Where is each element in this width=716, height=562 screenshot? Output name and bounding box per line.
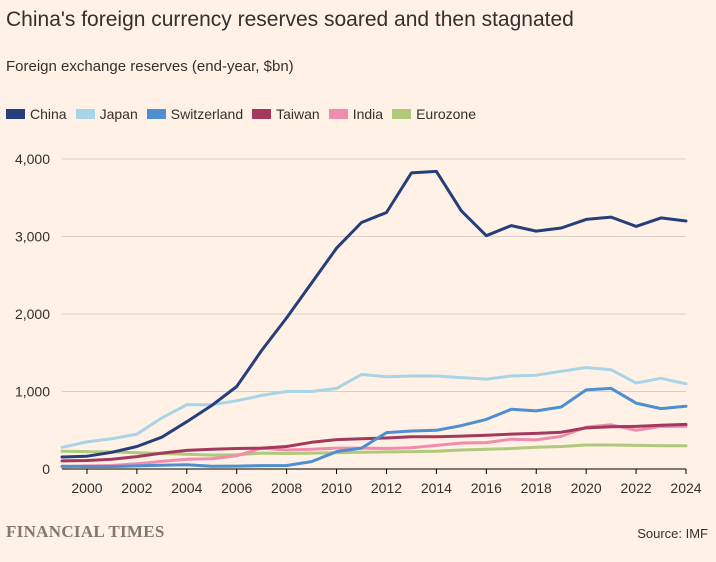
chart-title: China's foreign currency reserves soared… [6,8,574,31]
x-tick-label: 2008 [271,480,302,496]
y-tick-label: 2,000 [15,306,50,322]
x-tick-label: 2002 [121,480,152,496]
legend-item-india: India [328,106,384,122]
x-tick-label: 2004 [171,480,202,496]
legend-swatch [6,109,25,119]
legend-item-taiwan: Taiwan [252,106,320,122]
legend-item-japan: Japan [75,106,138,122]
series-line-taiwan [60,422,688,463]
x-tick-label: 2018 [521,480,552,496]
x-tick-label: 2010 [321,480,352,496]
legend-swatch [252,109,272,119]
x-tick-label: 2014 [421,480,452,496]
x-tick-label: 2000 [71,480,102,496]
legend-item-china: China [6,106,67,122]
x-tick-label: 2012 [371,480,402,496]
y-tick-label: 0 [42,461,50,477]
y-tick-label: 4,000 [15,151,50,167]
brand-logo: FINANCIAL TIMES [6,522,165,541]
legend-label: Switzerland [170,106,244,122]
legend-swatch [75,109,95,119]
x-tick-label: 2006 [221,480,252,496]
x-tick-label: 2020 [571,480,602,496]
source-note: Source: IMF [637,526,708,541]
legend-item-switzerland: Switzerland [146,106,244,122]
series-line-switzerland [60,386,688,468]
legend-item-eurozone: Eurozone [392,106,476,122]
legend-swatch [392,109,412,119]
legend-swatch [328,109,348,119]
y-tick-label: 3,000 [15,229,50,245]
legend-label: India [352,106,384,122]
x-tick-label: 2016 [471,480,502,496]
x-tick-label: 2024 [670,480,701,496]
line-chart: 0 1,000 2,000 3,000 4,000 2000 2002 2004 2006 200… [15,151,702,496]
legend: China Japan Switzerland Taiwan India Eurozone [6,106,485,122]
legend-label: Taiwan [276,106,320,122]
chart-subtitle: Foreign exchange reserves (end-year, $bn… [6,58,294,75]
series-line-japan [60,366,688,449]
legend-label: Japan [99,106,138,122]
x-tick-label: 2022 [621,480,652,496]
series-line-china [60,169,688,459]
y-tick-label: 1,000 [15,384,50,400]
legend-label: China [30,106,67,122]
legend-label: Eurozone [416,106,477,122]
legend-swatch [146,109,166,119]
